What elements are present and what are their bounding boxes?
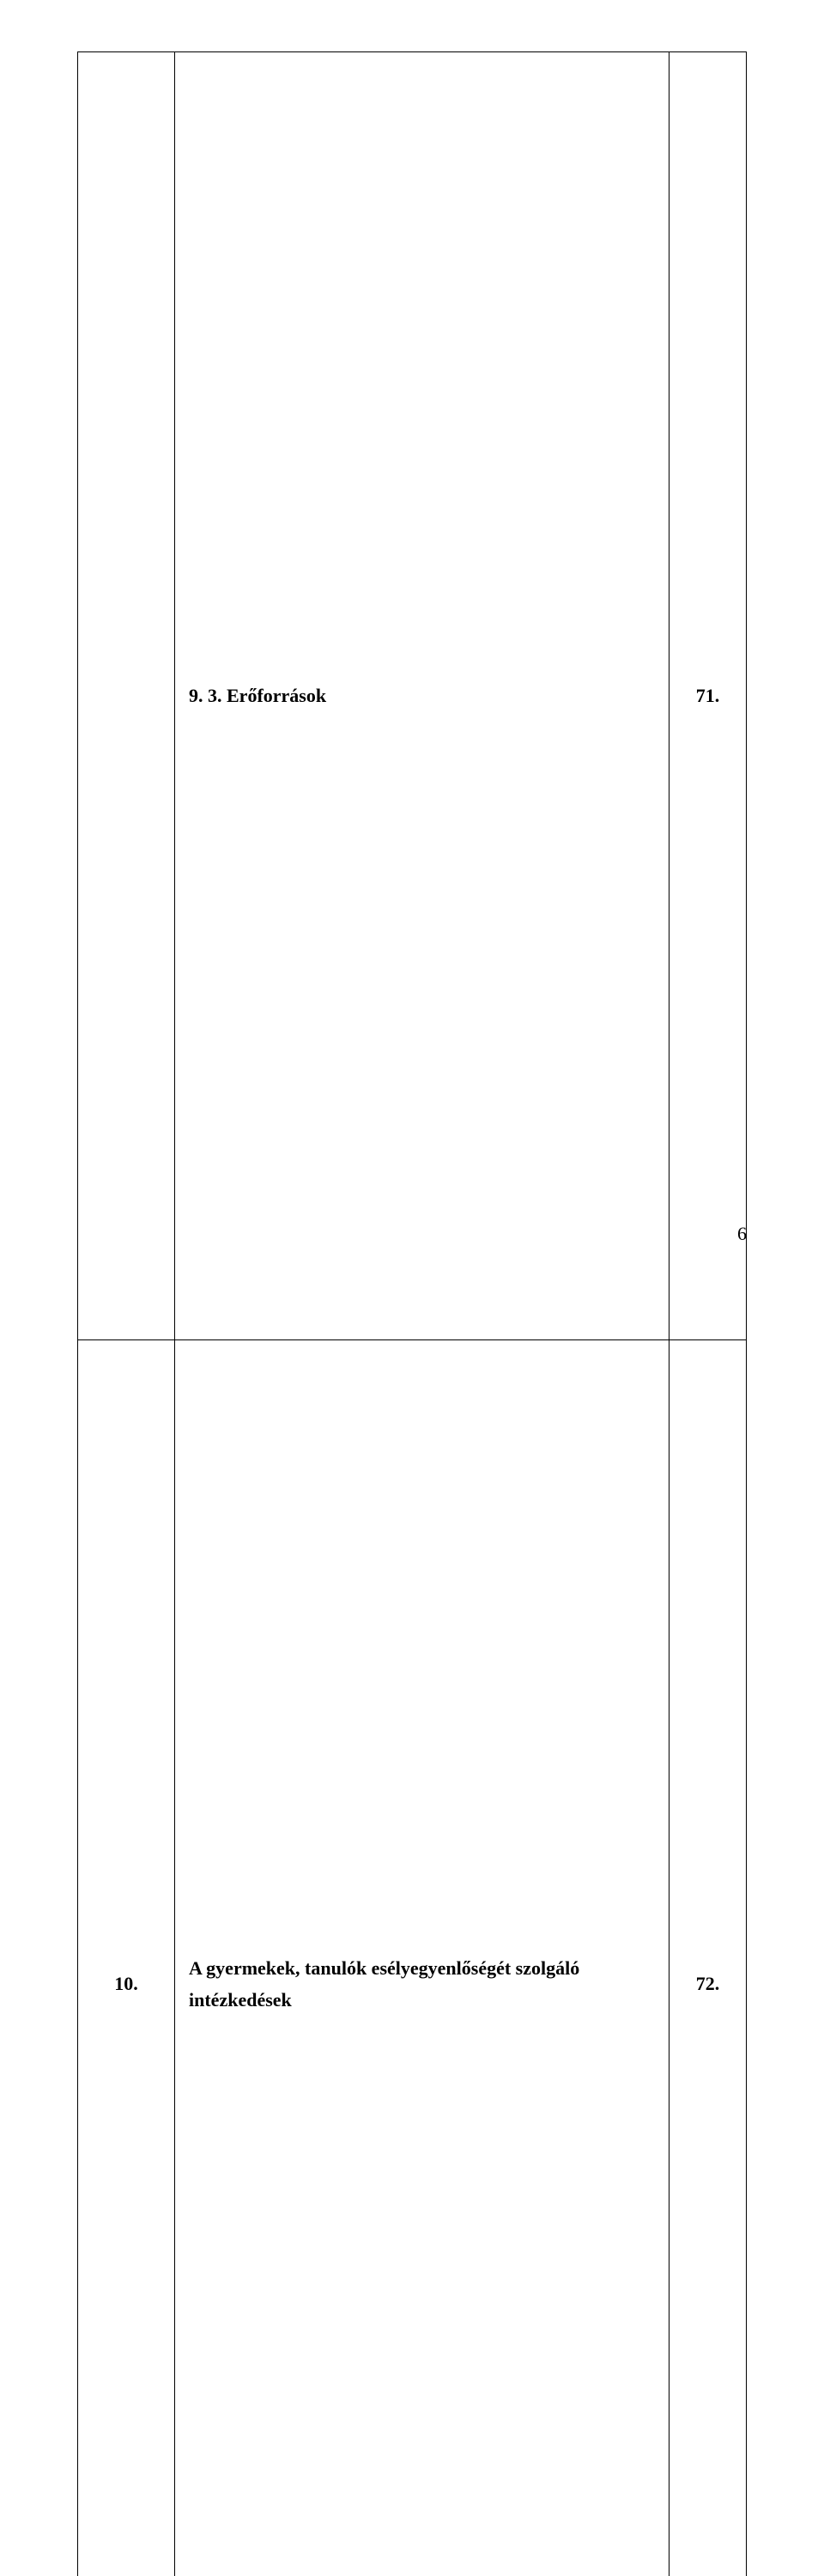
row-title: 9. 3. Erőforrások: [175, 52, 670, 1340]
row-title-line1: A gyermekek, tanulók esélyegyenlőségét s…: [189, 1957, 579, 1979]
table-row: 9. 3. Erőforrások 71.: [78, 52, 747, 1340]
row-title-line1: 9. 3. Erőforrások: [189, 685, 326, 706]
row-page: 71.: [670, 52, 747, 1340]
row-number: [78, 52, 175, 1340]
toc-table: 9. 3. Erőforrások 71. 10. A gyermekek, t…: [77, 51, 747, 2576]
document-page: 9. 3. Erőforrások 71. 10. A gyermekek, t…: [0, 0, 824, 1288]
row-page: 72.: [670, 1340, 747, 2576]
table-row: 10. A gyermekek, tanulók esélyegyenlőség…: [78, 1340, 747, 2576]
row-title: A gyermekek, tanulók esélyegyenlőségét s…: [175, 1340, 670, 2576]
toc-body: 9. 3. Erőforrások 71. 10. A gyermekek, t…: [78, 52, 747, 2576]
row-title-line2: intézkedések: [189, 1989, 292, 2011]
row-number: 10.: [78, 1340, 175, 2576]
page-number: 6: [737, 1223, 747, 1245]
